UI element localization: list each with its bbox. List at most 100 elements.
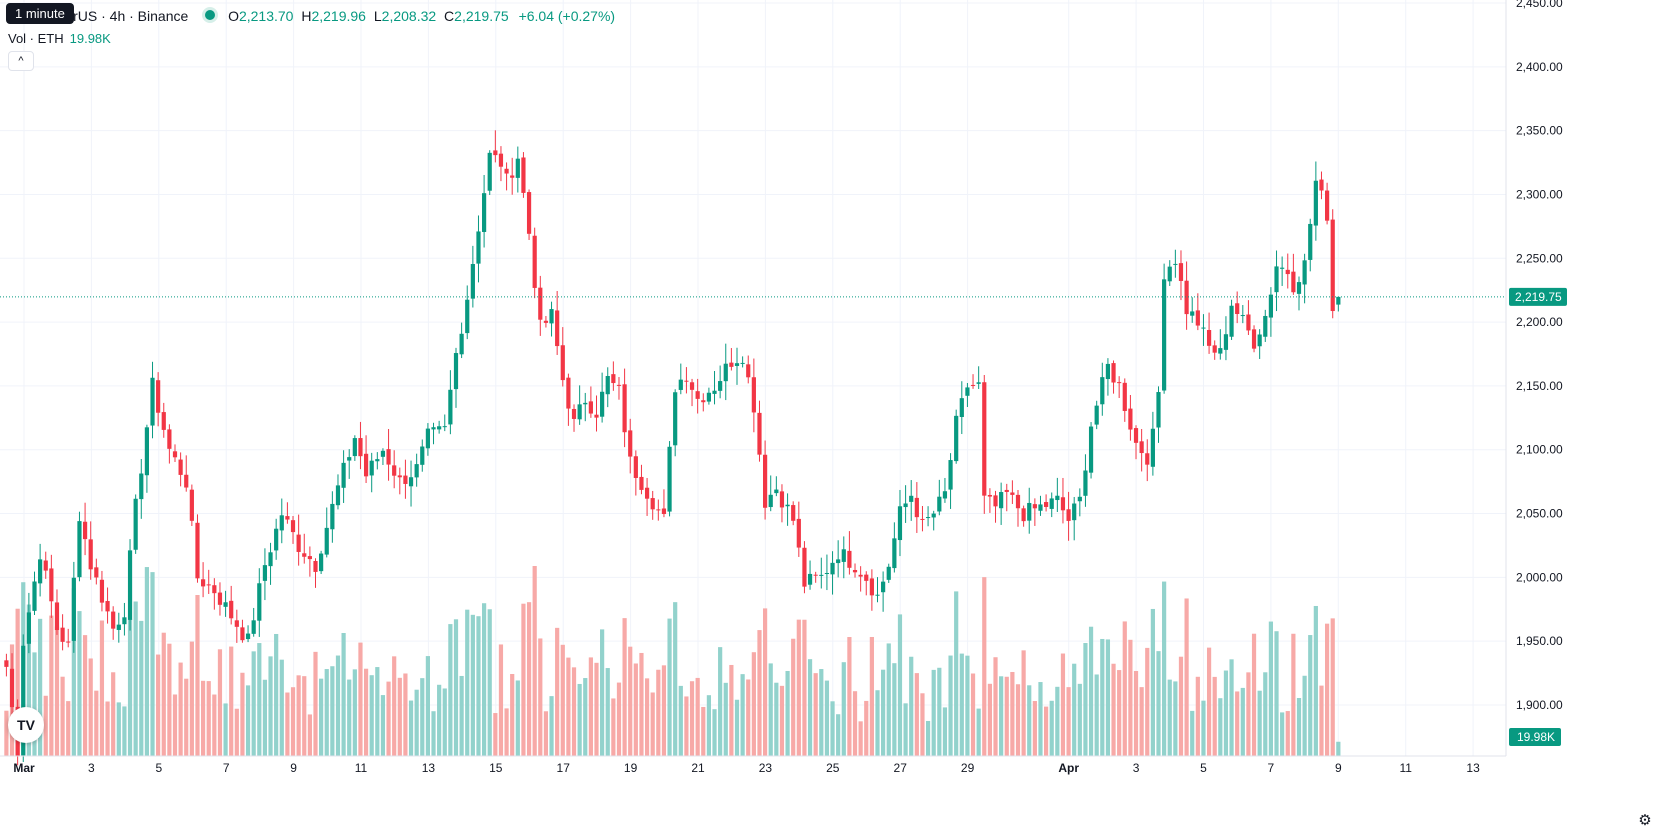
volume-bar: [111, 672, 116, 756]
volume-bar: [633, 663, 638, 756]
candle-body: [94, 567, 99, 578]
candle: [836, 540, 841, 578]
volume-label: Vol · ETH: [8, 31, 64, 46]
volume-bar: [302, 676, 307, 756]
collapse-legend-button[interactable]: ^: [8, 51, 34, 71]
volume-bar: [673, 602, 678, 756]
candle: [324, 507, 329, 558]
volume-bar: [1066, 687, 1071, 756]
candle: [864, 571, 869, 596]
volume-bar: [538, 638, 543, 756]
candle-body: [1336, 296, 1341, 305]
candle: [813, 571, 818, 583]
candle-body: [1173, 263, 1178, 265]
candle: [931, 510, 936, 531]
candle-body: [1117, 382, 1122, 384]
change-value: +6.04 (+0.27%): [518, 8, 616, 24]
candle: [999, 482, 1004, 525]
candle: [594, 395, 599, 432]
volume-bar: [178, 662, 183, 756]
candle: [1173, 249, 1178, 278]
candle: [1038, 495, 1043, 516]
candle: [802, 541, 807, 594]
candle: [66, 628, 71, 648]
candle: [60, 614, 65, 651]
volume-bar: [1268, 621, 1273, 756]
volume-bar: [1139, 687, 1144, 756]
candle: [1077, 488, 1082, 517]
candle: [897, 489, 903, 557]
candle-body: [841, 549, 846, 562]
price-tick-label: 2,050.00: [1516, 507, 1563, 521]
volume-bar: [1122, 621, 1127, 756]
candle-body: [476, 231, 481, 264]
volume-bar: [375, 667, 380, 756]
volume-bar: [999, 676, 1004, 756]
candle: [245, 625, 251, 643]
candle-body: [465, 299, 470, 334]
candle: [403, 459, 408, 499]
volume-bar: [1240, 687, 1245, 756]
candle: [1167, 260, 1172, 286]
candle-body: [453, 353, 459, 390]
candle-body: [335, 485, 341, 506]
time-tick-label: 15: [489, 761, 503, 775]
candle: [1111, 360, 1116, 394]
candle: [1296, 276, 1302, 311]
candle-body: [498, 153, 504, 167]
candle: [656, 499, 661, 521]
candle-body: [459, 333, 464, 355]
candle-body: [425, 428, 430, 449]
candle-body: [875, 594, 880, 596]
market-status-icon[interactable]: [202, 7, 219, 23]
price-tick-label: 2,450.00: [1516, 0, 1563, 10]
candle: [195, 514, 200, 583]
volume-bar: [296, 675, 301, 756]
volume-bar: [1111, 663, 1116, 756]
volume-bar: [1083, 643, 1088, 756]
price-tick-label: 1,950.00: [1516, 634, 1563, 648]
candle: [144, 424, 149, 493]
candle: [1072, 496, 1077, 541]
candle-body: [223, 602, 228, 607]
tradingview-logo-icon[interactable]: TV: [8, 707, 44, 743]
volume-bar: [189, 641, 194, 756]
volume-bar: [245, 685, 251, 756]
candle: [49, 554, 54, 618]
candle-body: [217, 592, 223, 605]
volume-bar: [206, 681, 211, 756]
candle-body: [302, 553, 307, 557]
candle: [1083, 454, 1088, 507]
candle-body: [296, 534, 301, 552]
volume-bar: [425, 656, 430, 756]
volume-bar: [408, 700, 414, 756]
candle: [695, 378, 700, 414]
candle: [1004, 483, 1009, 512]
time-tick-label: Mar: [13, 761, 35, 775]
time-tick-label: 25: [826, 761, 840, 775]
candle-body: [369, 460, 374, 476]
candle-body: [420, 446, 425, 465]
candle: [1212, 340, 1217, 360]
candle: [139, 458, 144, 519]
time-axis[interactable]: Mar 3 5 7 9 11 13 15 17 19 21 23 25 27 29 Apr 3 5 7 9 11 13: [0, 755, 1506, 775]
volume-bar: [712, 709, 717, 756]
price-axis[interactable]: 1,900.00 1,950.00 2,000.00 2,050.00 2,100.00…: [1505, 0, 1567, 756]
candle: [1156, 386, 1161, 443]
volume-bar: [718, 647, 723, 756]
volume-bar: [819, 669, 824, 756]
gear-icon[interactable]: ⚙: [1638, 812, 1652, 829]
candle-body: [1077, 496, 1082, 502]
candle-body: [257, 583, 262, 621]
candle-body: [347, 457, 352, 461]
candle-body: [1296, 282, 1302, 294]
candle: [1223, 316, 1229, 361]
volume-bar: [1150, 608, 1155, 756]
candle-body: [948, 460, 953, 490]
volume-bar: [1105, 639, 1111, 756]
candle-body: [26, 612, 31, 644]
volume-bar: [223, 703, 228, 756]
candle-body: [763, 454, 768, 508]
candle-body: [99, 579, 105, 603]
